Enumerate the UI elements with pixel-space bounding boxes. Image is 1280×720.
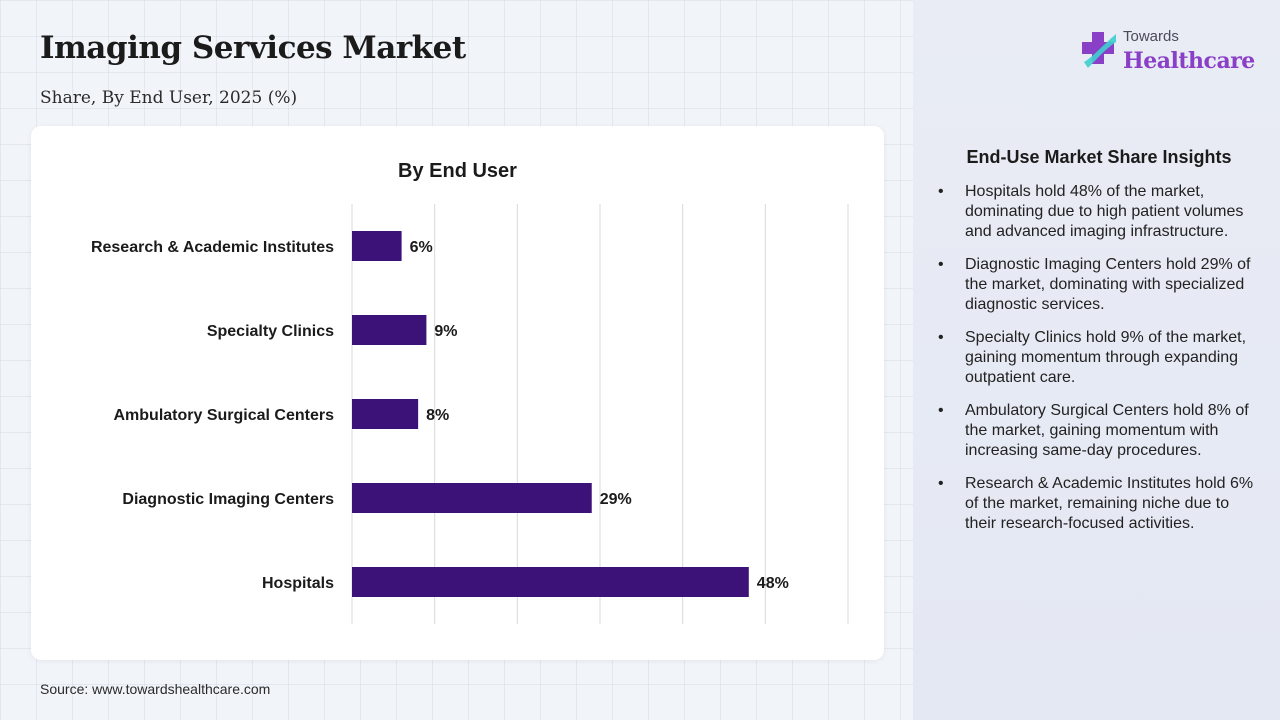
category-label: Ambulatory Surgical Centers bbox=[114, 407, 335, 424]
chart-title: By End User bbox=[398, 160, 517, 182]
page-subtitle: Share, By End User, 2025 (%) bbox=[40, 88, 298, 108]
data-label: 6% bbox=[410, 239, 433, 256]
logo-main-text: Healthcare bbox=[1123, 48, 1255, 74]
insights-list: • Hospitals hold 48% of the market, domin… bbox=[938, 182, 1258, 547]
insight-text: Ambulatory Surgical Centers hold 8% of t… bbox=[965, 402, 1249, 459]
category-label: Specialty Clinics bbox=[207, 323, 334, 340]
page-title: Imaging Services Market bbox=[40, 30, 466, 66]
bar bbox=[352, 399, 419, 429]
bullet-icon: • bbox=[938, 402, 944, 419]
bar bbox=[352, 567, 749, 597]
category-label: Diagnostic Imaging Centers bbox=[122, 491, 334, 508]
insights-title: End-Use Market Share Insights bbox=[966, 147, 1232, 167]
data-label: 48% bbox=[757, 575, 789, 592]
insight-text: Hospitals hold 48% of the market, domina… bbox=[965, 183, 1244, 240]
data-label: 29% bbox=[600, 491, 632, 508]
source-note: Source: www.towardshealthcare.com bbox=[40, 681, 271, 697]
insight-item: • Research & Academic Institutes hold 6% … bbox=[938, 474, 1258, 534]
bar bbox=[352, 231, 402, 261]
data-label: 9% bbox=[434, 323, 457, 340]
bar bbox=[352, 315, 427, 345]
insights-panel bbox=[913, 0, 1280, 720]
bar-chart: Research & Academic Institutes 6% Specialt… bbox=[91, 204, 849, 624]
bullet-icon: • bbox=[938, 475, 944, 492]
insight-item: • Diagnostic Imaging Centers hold 29% of … bbox=[938, 255, 1258, 315]
bullet-icon: • bbox=[938, 329, 944, 346]
bullet-icon: • bbox=[938, 183, 944, 200]
insight-item: • Ambulatory Surgical Centers hold 8% of … bbox=[938, 401, 1258, 461]
insight-item: • Specialty Clinics hold 9% of the market… bbox=[938, 328, 1258, 388]
logo-top-text: Towards bbox=[1123, 28, 1179, 45]
insight-item: • Hospitals hold 48% of the market, domin… bbox=[938, 182, 1258, 242]
category-label: Hospitals bbox=[262, 575, 334, 592]
bar bbox=[352, 483, 592, 513]
insight-text: Diagnostic Imaging Centers hold 29% of t… bbox=[965, 256, 1251, 313]
insight-text: Research & Academic Institutes hold 6% o… bbox=[965, 475, 1254, 532]
category-label: Research & Academic Institutes bbox=[91, 239, 334, 256]
brand-logo: Towards Healthcare bbox=[1080, 28, 1260, 78]
insight-text: Specialty Clinics hold 9% of the market,… bbox=[965, 329, 1247, 386]
logo-cross-icon bbox=[1082, 32, 1116, 68]
bullet-icon: • bbox=[938, 256, 944, 273]
data-label: 8% bbox=[426, 407, 449, 424]
